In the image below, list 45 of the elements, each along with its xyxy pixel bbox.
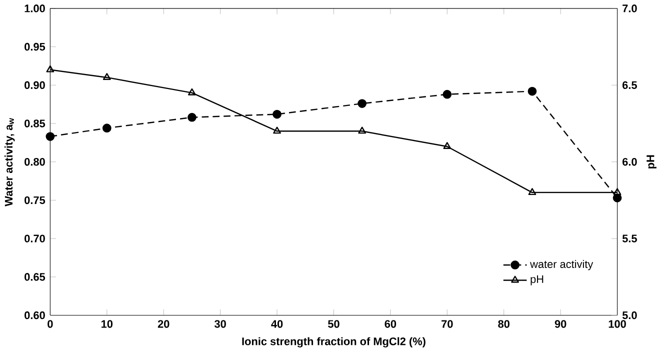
y2-axis-title: pH	[646, 155, 656, 168]
legend-label: pH	[530, 275, 544, 286]
y2-tick-label: 6.0	[622, 158, 637, 166]
x-tick-label: 50	[328, 320, 340, 328]
y2-tick-label: 5.5	[622, 234, 637, 242]
point	[46, 65, 54, 72]
x-tick-label: 60	[384, 320, 396, 328]
y2-tick-label: 7.0	[622, 4, 637, 12]
y-tick-label: 1.00	[24, 4, 45, 12]
x-tick-label: 90	[554, 320, 566, 328]
point	[273, 126, 281, 134]
y-tick-label: 0.65	[24, 273, 46, 281]
point	[358, 99, 367, 108]
y2-tick-label: 5.0	[622, 311, 637, 320]
point	[188, 112, 196, 122]
y-tick-label: 0.60	[24, 311, 45, 320]
y-tick-label: 0.70	[24, 234, 45, 242]
point	[102, 73, 111, 80]
x-tick-label: 40	[271, 320, 283, 328]
y-tick-label: 0.90	[24, 81, 45, 89]
point	[272, 110, 282, 119]
point	[358, 126, 366, 134]
x-tick-label: 100	[608, 320, 626, 328]
legend-label: water activity	[530, 260, 594, 270]
y2-tick-label: 6.5	[622, 81, 637, 89]
y-tick-label: 0.80	[24, 158, 45, 166]
y-tick-label: 0.95	[24, 42, 46, 51]
x-tick-label: 20	[158, 320, 170, 328]
x-tick-label: 30	[214, 320, 226, 328]
point	[102, 124, 112, 133]
point	[188, 88, 196, 96]
point	[442, 90, 452, 99]
x-tick-label: 10	[102, 320, 113, 328]
x-tick-label: 70	[442, 320, 453, 328]
point	[613, 188, 622, 196]
x-axis-title: Ionic strength fraction of MgCl2 (%)	[242, 337, 426, 348]
point	[46, 132, 55, 141]
y-tick-label: 0.75	[24, 196, 46, 204]
point	[528, 188, 536, 196]
point	[443, 142, 452, 150]
y-tick-label: 0.85	[24, 120, 46, 128]
point	[528, 86, 537, 96]
x-tick-label: 0	[48, 320, 53, 328]
y-axis-title: Water activity, a$_{w}$	[4, 118, 15, 206]
x-tick-label: 80	[498, 320, 510, 328]
